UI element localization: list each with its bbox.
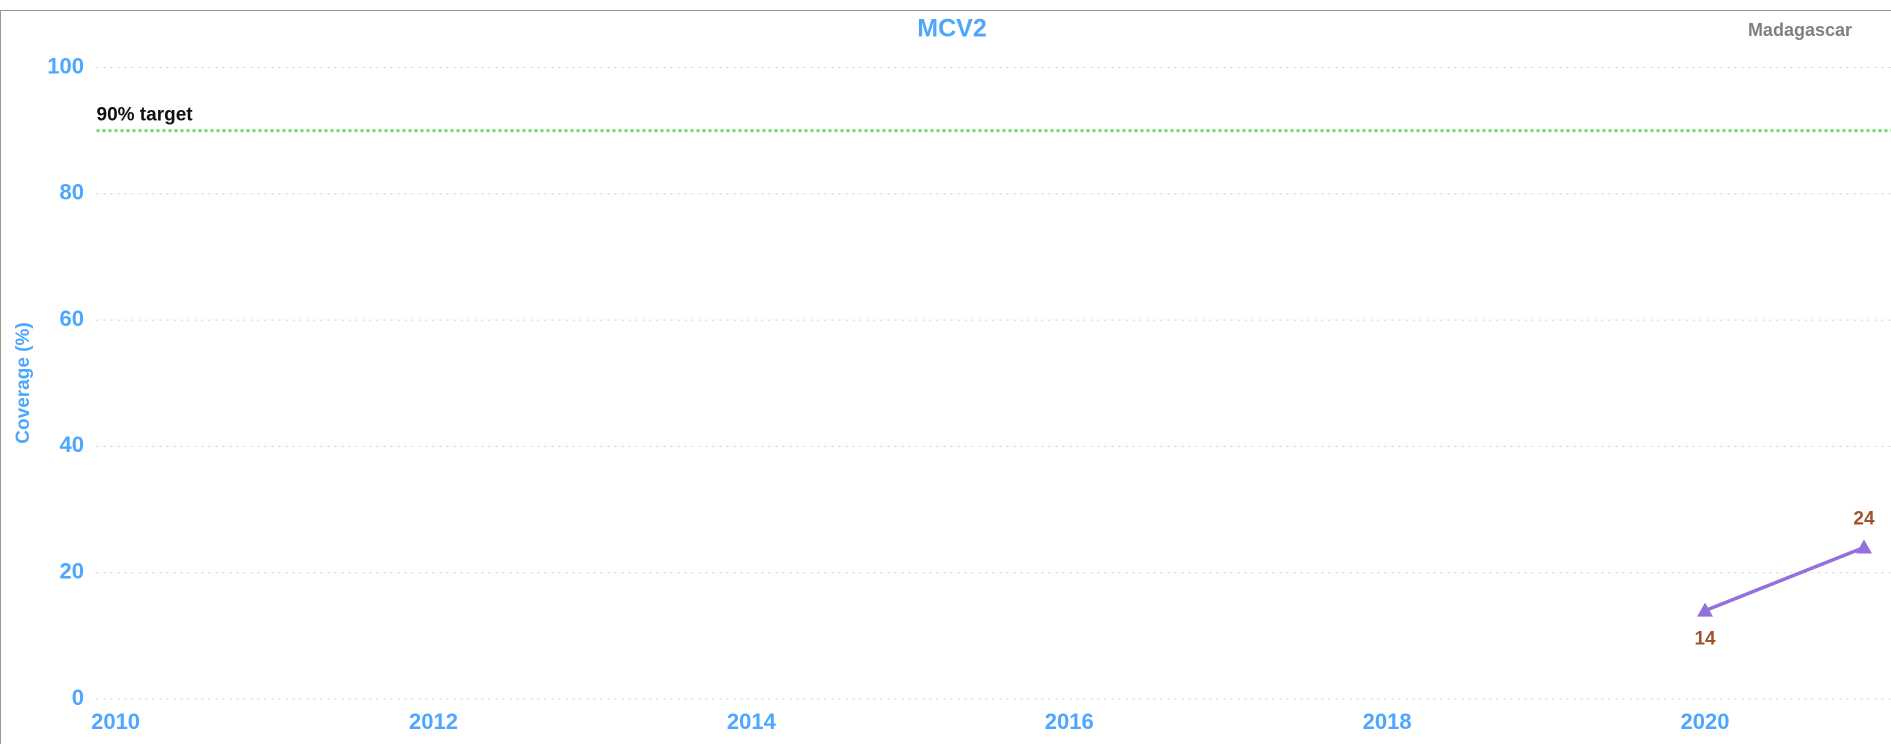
series-line <box>1704 545 1865 613</box>
frame <box>0 10 1891 744</box>
y-tick-label: 20 <box>60 559 84 584</box>
point-marker <box>1697 602 1714 617</box>
target-label: 90% target <box>97 105 194 126</box>
x-tick-label: 2020 <box>1681 709 1730 734</box>
y-tick-label: 0 <box>72 685 84 710</box>
x-tick-label: 2016 <box>1045 709 1094 734</box>
data-label: 14 <box>1694 629 1716 650</box>
y-axis-label: Coverage (%) <box>13 322 34 443</box>
data-label: 24 <box>1853 508 1875 529</box>
y-tick-label: 100 <box>47 53 84 78</box>
x-tick-label: 2012 <box>409 709 458 734</box>
country-label: Madagascar <box>1748 20 1852 40</box>
y-tick-label: 80 <box>60 180 84 205</box>
chart-title: MCV2 <box>917 15 986 43</box>
y-tick-label: 40 <box>60 432 84 457</box>
x-tick-label: 2014 <box>727 709 777 734</box>
x-tick-label: 2018 <box>1363 709 1412 734</box>
x-tick-label: 2010 <box>91 709 140 734</box>
point-marker <box>1855 539 1872 554</box>
y-tick-label: 60 <box>60 306 84 331</box>
